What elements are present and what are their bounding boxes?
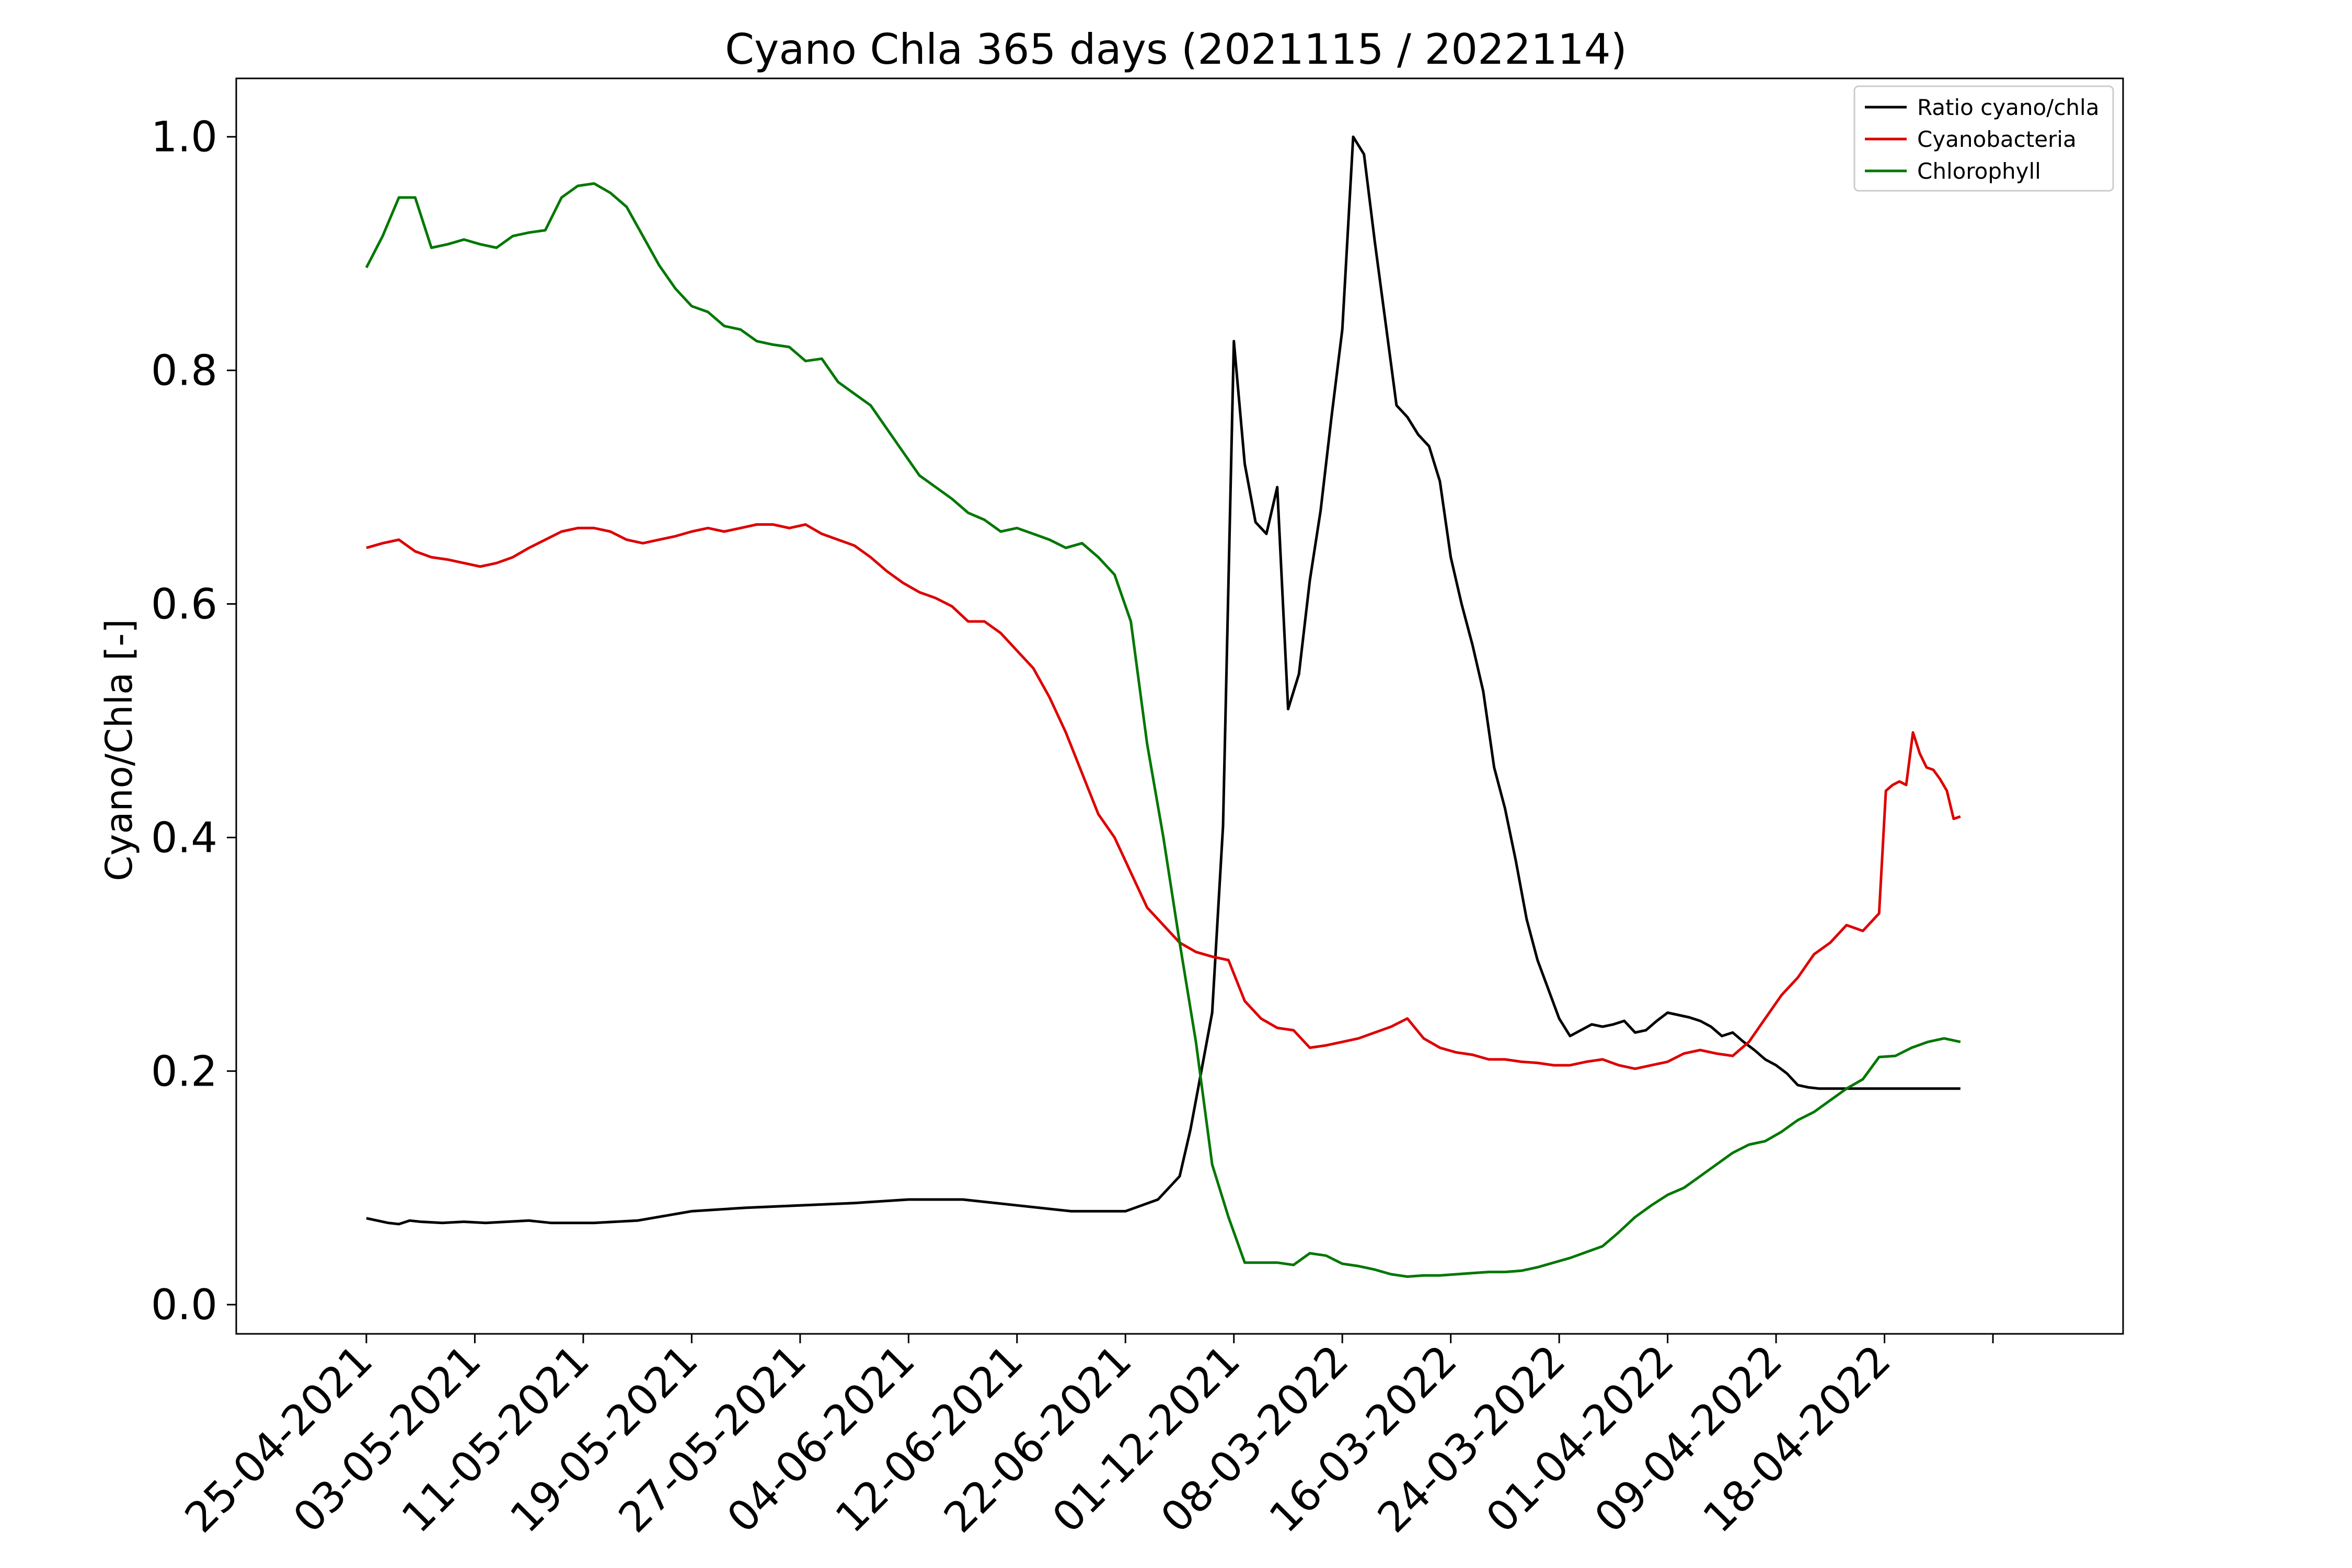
x-tick-label: 01-04-2022: [1477, 1336, 1684, 1542]
x-axis: 25-04-202103-05-202111-05-202119-05-2021…: [176, 1334, 1994, 1542]
x-tick-label: 27-05-2021: [609, 1336, 816, 1542]
legend-label: Cyanobacteria: [1917, 126, 2077, 152]
legend: Ratio cyano/chla Cyanobacteria Chlorophyll: [1853, 85, 2114, 192]
x-tick-label: 09-04-2022: [1585, 1336, 1792, 1542]
x-tick-label: 16-03-2022: [1260, 1336, 1467, 1542]
y-tick-label: 0.2: [151, 1047, 217, 1096]
y-tick-label: 0.6: [151, 580, 217, 628]
series-line-chlorophyll: [365, 182, 1961, 1278]
x-tick-label: 11-05-2021: [393, 1336, 599, 1542]
x-tick-label: 25-04-2021: [176, 1336, 382, 1542]
x-tick-label: 04-06-2021: [718, 1336, 924, 1542]
legend-label: Chlorophyll: [1917, 158, 2041, 184]
legend-label: Ratio cyano/chla: [1917, 95, 2099, 120]
x-tick-label: 01-12-2021: [1043, 1336, 1250, 1542]
x-tick-label: 08-03-2022: [1151, 1336, 1358, 1542]
x-tick-label: 03-05-2021: [284, 1336, 490, 1542]
series-layer: [365, 135, 1961, 1278]
y-axis: 0.0 0.2 0.4 0.6 0.8 1.0: [151, 113, 236, 1329]
legend-box: [1853, 85, 2114, 192]
series-line-cyanobacteria: [366, 523, 1961, 1070]
x-tick-label: 24-03-2022: [1368, 1336, 1575, 1542]
x-tick-label: 22-06-2021: [935, 1336, 1141, 1542]
y-axis-label: Cyano/Chla [-]: [98, 619, 141, 881]
y-tick-label: 0.0: [151, 1281, 217, 1329]
y-tick-label: 0.8: [151, 347, 217, 395]
y-tick-label: 0.4: [151, 813, 217, 862]
y-tick-label: 1.0: [151, 113, 217, 162]
chart-title: Cyano Chla 365 days (2021115 / 2022114): [725, 25, 1627, 74]
series-line-ratio-cyano-chla: [366, 135, 1961, 1226]
x-tick-label: 18-04-2022: [1693, 1336, 1900, 1542]
plot-area: [235, 77, 2124, 1335]
x-tick-label: 12-06-2021: [826, 1336, 1033, 1542]
x-tick-label: 19-05-2021: [501, 1336, 707, 1542]
plot-frame: [235, 77, 2124, 1335]
